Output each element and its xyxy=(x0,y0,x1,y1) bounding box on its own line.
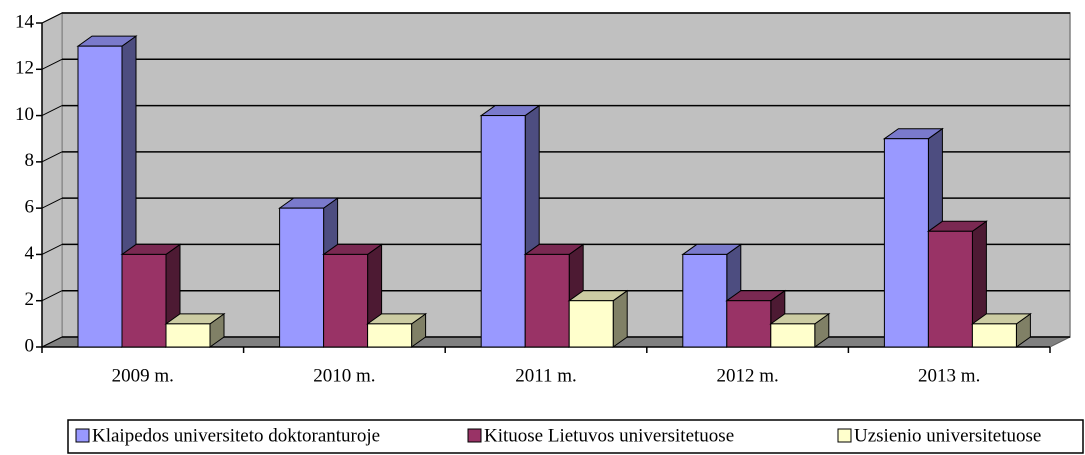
bar xyxy=(165,323,211,348)
grid-line-side xyxy=(41,105,63,117)
bar xyxy=(77,45,123,348)
y-tick-label: 4 xyxy=(25,243,35,264)
bar xyxy=(726,300,772,348)
x-tick-label: 2013 m. xyxy=(918,365,980,386)
bar xyxy=(323,253,369,348)
x-tick-label: 2012 m. xyxy=(716,365,778,386)
y-tick-label: 10 xyxy=(15,104,34,125)
legend-label: Uzsienio universitetuose xyxy=(854,425,1041,446)
legend-label: Kituose Lietuvos universitetuose xyxy=(484,425,734,446)
x-tick-label: 2010 m. xyxy=(313,365,375,386)
y-tick-label: 8 xyxy=(25,150,35,171)
bar xyxy=(682,253,728,348)
side-wall xyxy=(41,12,63,348)
grid-line-side xyxy=(41,151,63,163)
x-tick-label: 2011 m. xyxy=(515,365,577,386)
bar xyxy=(770,323,816,348)
grid-line-side xyxy=(41,197,63,209)
legend-swatch xyxy=(75,428,90,443)
grid-line-side xyxy=(41,12,63,24)
y-tick-label: 6 xyxy=(25,197,35,218)
grid-line-side xyxy=(41,58,63,70)
bar xyxy=(480,115,526,348)
bar xyxy=(971,323,1017,348)
bar xyxy=(883,138,929,348)
legend-swatch xyxy=(467,428,482,443)
grid-line-side xyxy=(41,336,63,348)
bar xyxy=(367,323,413,348)
legend-box xyxy=(67,419,1084,454)
bar xyxy=(524,253,570,348)
bar xyxy=(121,253,167,348)
grid-line-side xyxy=(41,243,63,255)
grid-line-side xyxy=(41,290,63,302)
y-tick-label: 14 xyxy=(15,11,35,32)
bar xyxy=(279,207,325,348)
bar xyxy=(927,230,973,348)
y-tick-label: 12 xyxy=(15,58,34,79)
x-tick-label: 2009 m. xyxy=(112,365,174,386)
y-tick-label: 2 xyxy=(25,289,35,310)
bar xyxy=(568,300,614,348)
y-tick-label: 0 xyxy=(25,335,35,356)
legend-label: Klaipedos universiteto doktoranturoje xyxy=(92,425,380,446)
legend-swatch xyxy=(837,428,852,443)
